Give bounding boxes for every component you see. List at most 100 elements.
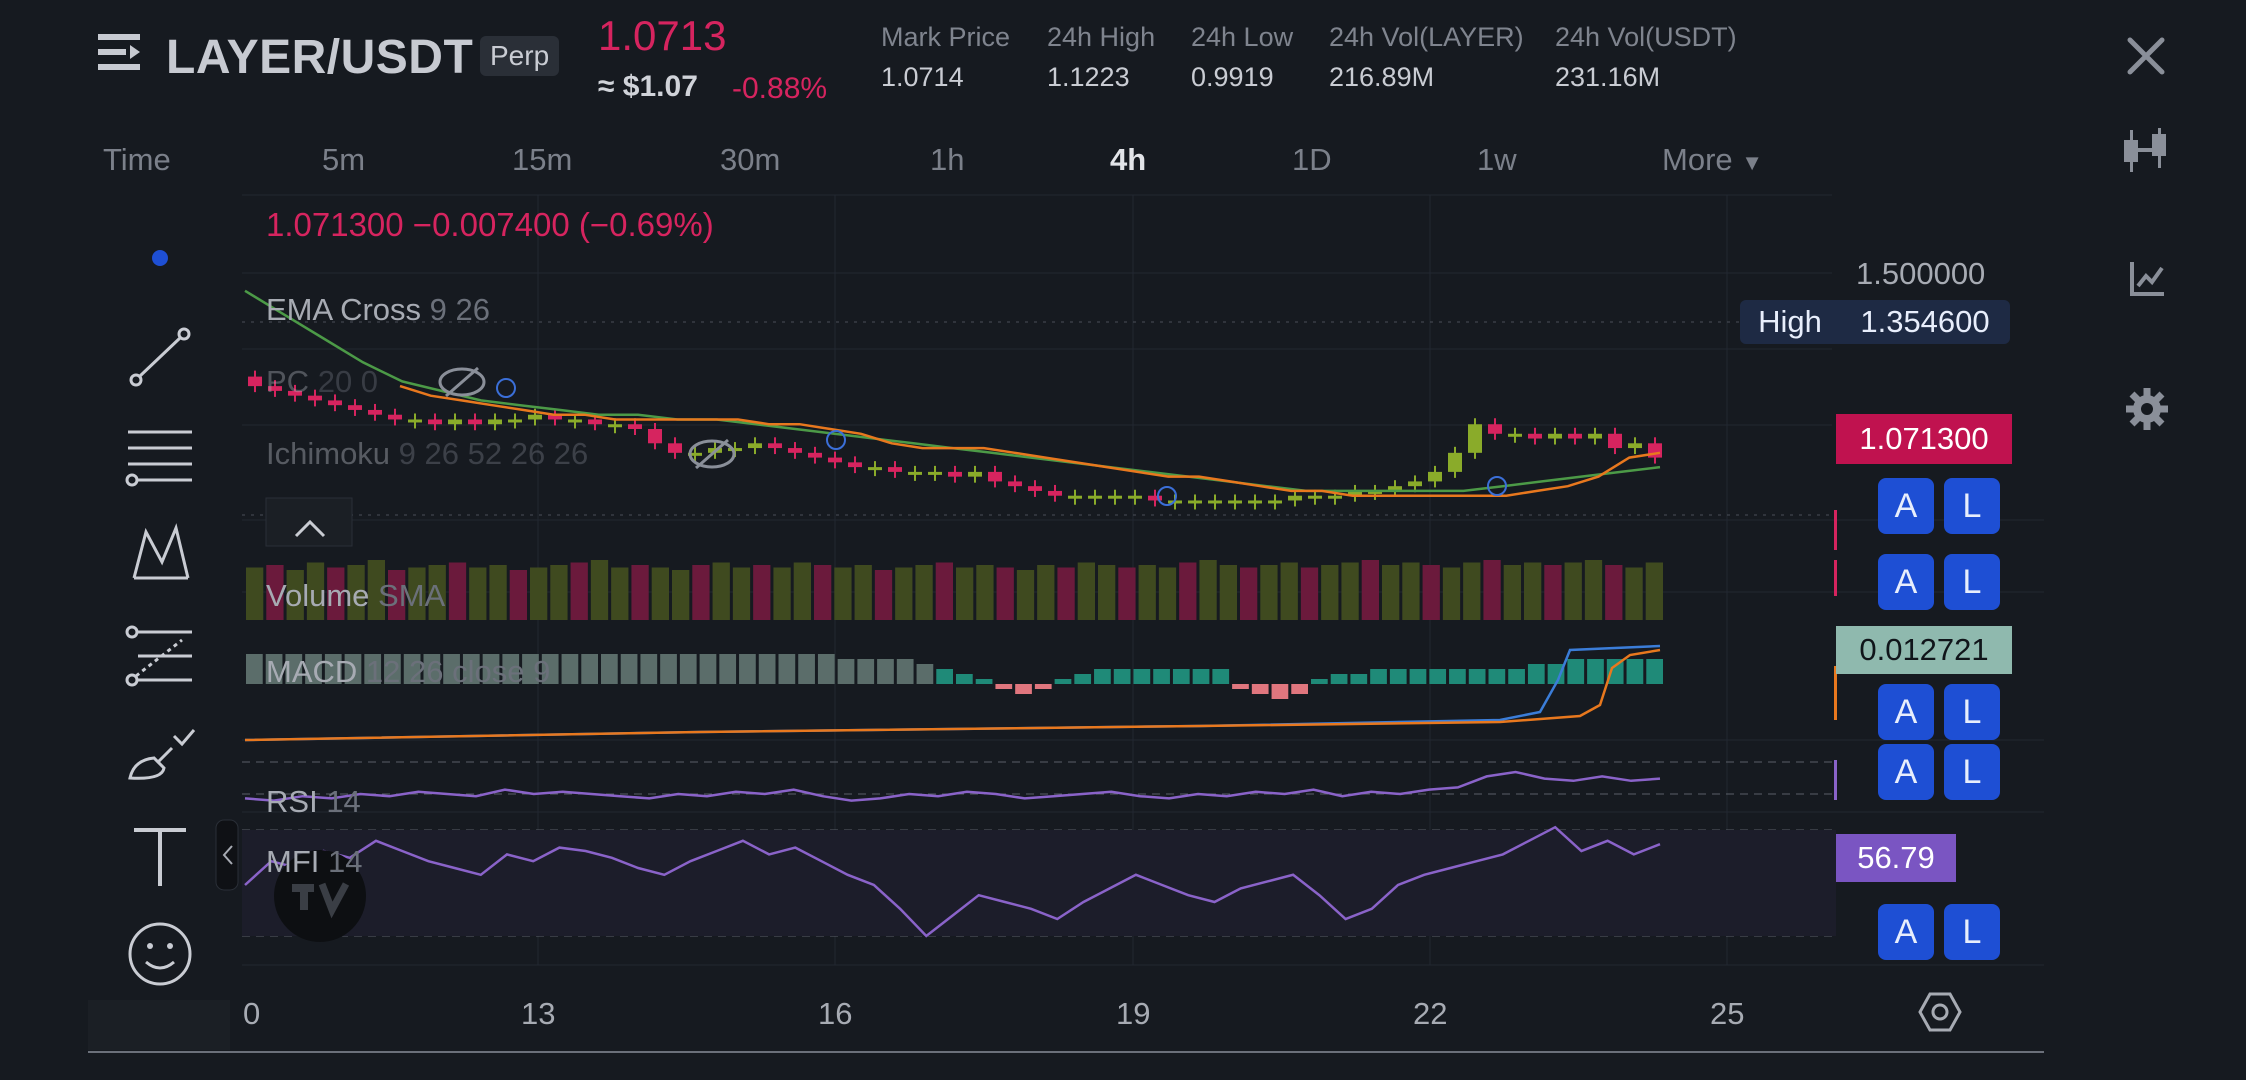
log-scale-button[interactable]: L [1944,554,2000,610]
ema-fast-line [399,384,1661,497]
fib-tool-icon[interactable] [124,620,196,692]
text-tool-icon[interactable] [124,820,196,892]
macd-hist-bar [1606,659,1624,684]
legend-mfi[interactable]: MFI 14 [266,844,362,880]
auto-scale-button[interactable]: A [1878,684,1934,740]
timeframe-more[interactable]: More ▼ [1662,142,1763,178]
volume-bar [1260,565,1278,620]
last-price: 1.0713 [598,12,727,59]
macd-hist-bar [1034,684,1052,689]
candle [1548,433,1562,439]
candle [1308,495,1322,499]
legend-params: SMA [378,578,446,613]
candle [648,429,662,444]
candlestick-type-icon[interactable] [2120,126,2172,179]
legend-volume[interactable]: Volume SMA [266,578,445,614]
active-tool-indicator [152,250,168,266]
hidden-eye-icon [688,438,736,470]
volume-bar [448,562,467,620]
macd-hist-bar [285,654,303,684]
timeframe-5m[interactable]: 5m [322,142,366,177]
macd-hist-bar [1212,669,1230,684]
volume-bar [1199,560,1217,620]
macd-hist-bar [1015,684,1032,694]
ohlc-readout: 1.071300 −0.007400 (−0.69%) [266,206,714,243]
legend-name: MACD [266,654,358,689]
auto-scale-button[interactable]: A [1878,744,1934,800]
volume-bar [469,567,487,620]
volume-bar [1118,567,1136,620]
timeframe-1h[interactable]: 1h [930,142,965,177]
macd-hist-bar [877,659,894,684]
legend-params: 20 0 [317,364,379,399]
stat-label-mark-price: Mark Price [881,22,1011,52]
macd-hist-bar [956,674,973,684]
volume-bar [388,570,406,620]
volume-bar [1240,567,1258,620]
legend-ema-cross[interactable]: EMA Cross 9 26 [266,292,490,328]
volume-bar [753,565,771,620]
macd-hist-bar [1074,674,1092,684]
trend-line-tool-icon[interactable] [124,322,196,394]
macd-hist-bar [660,654,677,684]
macd-histogram [246,654,1663,699]
legend-pc[interactable]: PC 20 0 [266,364,378,400]
brush-tool-icon[interactable] [124,722,196,794]
log-scale-button[interactable]: L [1944,744,2000,800]
legend-name: Ichimoku [266,436,391,471]
legend-ichimoku[interactable]: Ichimoku 9 26 52 26 26 [266,436,588,472]
auto-scale-button[interactable]: A [1878,554,1934,610]
candle [788,448,802,453]
macd-hist-bar [1547,664,1565,684]
indicators-icon[interactable] [2128,258,2168,303]
candle [268,386,282,391]
trading-pair[interactable]: LAYER/USDT [166,31,474,84]
volume-bar [874,570,893,620]
stat-value-24h-low: 0.9919 [1191,62,1274,92]
volume-bar [1584,560,1603,620]
volume-bar [1077,562,1095,620]
timeframe-1w[interactable]: 1w [1477,142,1517,177]
candle [1008,481,1022,487]
auto-scale-button[interactable]: A [1878,478,1934,534]
volume-bar [1037,565,1055,620]
candle [1248,500,1262,504]
legend-rsi[interactable]: RSI 14 [266,784,361,820]
candle [908,471,922,475]
log-scale-button[interactable]: L [1944,684,2000,740]
log-scale-button[interactable]: L [1944,478,2000,534]
candle [1028,486,1042,491]
macd-hist-bar [1251,684,1269,694]
macd-hist-bar [995,684,1013,689]
auto-scale-button[interactable]: A [1878,904,1934,960]
cross-marker [826,430,846,450]
settings-gear-icon[interactable] [2124,386,2170,437]
candle [968,471,982,477]
candle [948,471,962,477]
log-scale-button[interactable]: L [1944,904,2000,960]
volume-bar [793,562,811,620]
timeframe-4h[interactable]: 4h [1110,142,1147,177]
volume-bar [834,567,852,620]
volume-bar [1442,567,1461,620]
timeframe-1d[interactable]: 1D [1292,142,1332,177]
pattern-tool-icon[interactable] [124,518,196,590]
timeframe-15m[interactable]: 15m [512,142,573,177]
emoji-tool-icon[interactable] [124,918,196,990]
timeframe-time[interactable]: Time [103,142,171,177]
chart-settings-hex-icon[interactable] [1918,990,1962,1039]
menu-icon[interactable] [96,30,144,74]
timeframe-30m[interactable]: 30m [720,142,781,177]
horizontal-lines-tool-icon[interactable] [124,420,196,492]
candle [1068,495,1082,499]
volume-bar [266,565,284,620]
volume-bar [1300,567,1319,620]
macd-hist-bar [1488,669,1506,684]
close-icon[interactable] [2124,34,2168,83]
volume-bar [976,565,994,620]
candle [1348,490,1362,496]
legend-macd[interactable]: MACD 12 26 close 9 [266,654,550,690]
x-tick-label: 19 [1116,996,1151,1031]
volume-bar [814,565,832,620]
